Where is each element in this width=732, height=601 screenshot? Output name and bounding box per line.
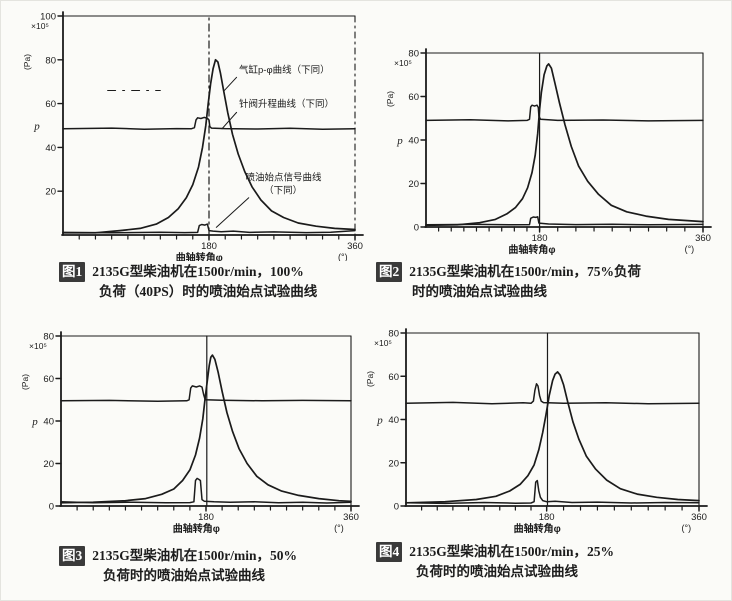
svg-text:40: 40 [408, 136, 419, 147]
svg-text:×10⁵: ×10⁵ [374, 338, 392, 348]
svg-text:360: 360 [343, 512, 359, 523]
svg-text:60: 60 [45, 99, 56, 110]
svg-text:0: 0 [414, 223, 419, 234]
svg-text:气缸p-φ曲线（下同）: 气缸p-φ曲线（下同） [239, 64, 330, 76]
figure-1-number: 图1 [59, 262, 86, 283]
svg-text:曲轴转角φ: 曲轴转角φ [176, 251, 223, 261]
svg-text:20: 20 [45, 187, 56, 198]
svg-text:×10⁵: ×10⁵ [394, 58, 412, 68]
svg-text:0: 0 [394, 502, 399, 513]
svg-text:40: 40 [45, 143, 56, 154]
figure-4-number: 图4 [376, 542, 403, 563]
series-喷油始点信号曲线 [60, 477, 352, 504]
svg-text:0: 0 [49, 502, 54, 513]
svg-text:60: 60 [408, 92, 419, 103]
svg-text:(Pa): (Pa) [385, 91, 395, 107]
figure-4-plot: 80 60 40 20 0 ×10⁵ (Pa) p 180 360 曲轴转角φ (°) [361, 317, 727, 539]
figure-3-caption-line1: 2135G型柴油机在1500r/min，50% [92, 548, 297, 563]
figure-3-caption: 图3 2135G型柴油机在1500r/min，50% 负荷时的喷油始点试验曲线 [59, 546, 297, 587]
figure-1-plot: 100 80 60 40 20 ×10⁵ (Pa) p 180 360 曲轴转角φ (°) 气缸p-φ曲… [19, 5, 369, 261]
svg-text:p: p [396, 135, 403, 147]
svg-text:180: 180 [198, 512, 214, 523]
figure-2-caption-line1: 2135G型柴油机在1500r/min，75%负荷 [409, 264, 641, 279]
svg-text:曲轴转角φ: 曲轴转角φ [508, 243, 555, 256]
svg-text:60: 60 [43, 374, 54, 385]
figure-4-plot-canvas: 80 60 40 20 0 ×10⁵ (Pa) p 180 360 曲轴转角φ (°) [365, 328, 708, 535]
svg-text:(°): (°) [338, 252, 348, 261]
series-针阀升程曲线 [405, 383, 700, 405]
series-气缸p-φ曲线 [425, 63, 704, 227]
svg-text:40: 40 [388, 415, 399, 426]
figure-4-caption-line2: 负荷时的喷油始点试验曲线 [416, 564, 578, 580]
svg-text:60: 60 [388, 372, 399, 383]
series-喷油始点信号曲线 [425, 216, 704, 226]
figure-3-plot: 80 60 40 20 0 ×10⁵ (Pa) p 180 360 曲轴转角φ (°) [17, 321, 363, 539]
svg-text:360: 360 [347, 241, 363, 252]
svg-text:p: p [33, 121, 40, 133]
figure-2-number: 图2 [376, 262, 403, 283]
svg-text:360: 360 [695, 233, 711, 244]
series-气缸p-φ曲线 [62, 58, 356, 234]
svg-text:80: 80 [408, 49, 419, 60]
svg-text:p: p [31, 416, 38, 428]
svg-text:针阀升程曲线（下同）: 针阀升程曲线（下同） [239, 98, 334, 110]
figure-2-caption: 图2 2135G型柴油机在1500r/min，75%负荷 时的喷油始点试验曲线 [376, 262, 641, 303]
figure-3-plot-canvas: 80 60 40 20 0 ×10⁵ (Pa) p 180 360 曲轴转角φ (°) [20, 331, 360, 535]
svg-text:180: 180 [201, 241, 217, 252]
figure-2-plot-canvas: 80 60 40 20 0 ×10⁵ (Pa) p 180 360 曲轴转角φ (°) [385, 48, 712, 256]
svg-text:（下同）: （下同） [264, 184, 302, 196]
svg-text:80: 80 [388, 329, 399, 340]
svg-text:40: 40 [43, 417, 54, 428]
svg-text:(°): (°) [334, 523, 344, 533]
svg-text:(Pa): (Pa) [365, 371, 375, 387]
figure-3-caption-line2: 负荷时的喷油始点试验曲线 [103, 568, 265, 584]
svg-text:20: 20 [388, 458, 399, 469]
svg-text:360: 360 [691, 512, 707, 523]
series-气缸p-φ曲线 [60, 354, 352, 504]
svg-text:喷油始点信号曲线: 喷油始点信号曲线 [246, 171, 323, 183]
figure-1-caption-line1: 2135G型柴油机在1500r/min，100% [92, 264, 304, 279]
series-针阀升程曲线 [60, 385, 352, 402]
figure-1-caption-line2: 负荷（40PS）时的喷油始点试验曲线 [99, 284, 318, 300]
svg-text:×10⁵: ×10⁵ [29, 341, 47, 351]
svg-text:20: 20 [408, 179, 419, 190]
svg-text:(Pa): (Pa) [20, 374, 30, 390]
svg-text:180: 180 [539, 512, 555, 523]
series-针阀升程曲线 [62, 116, 356, 130]
figure-2-plot: 80 60 40 20 0 ×10⁵ (Pa) p 180 360 曲轴转角φ (°) [381, 39, 729, 263]
svg-text:(Pa): (Pa) [22, 54, 32, 70]
svg-text:(°): (°) [685, 244, 695, 254]
svg-text:80: 80 [45, 55, 56, 66]
svg-text:p: p [376, 415, 383, 427]
svg-text:80: 80 [43, 332, 54, 343]
series-针阀升程曲线 [425, 104, 704, 122]
figure-1-plot-canvas: 100 80 60 40 20 ×10⁵ (Pa) p 180 360 曲轴转角φ (°) 气缸p-φ曲… [22, 11, 364, 261]
figure-2-caption-line2: 时的喷油始点试验曲线 [412, 284, 547, 300]
svg-text:100: 100 [40, 12, 56, 23]
svg-text:180: 180 [532, 233, 548, 244]
series-喷油始点信号曲线 [62, 223, 356, 234]
svg-text:×10⁵: ×10⁵ [31, 21, 49, 31]
svg-text:曲轴转角φ: 曲轴转角φ [514, 522, 561, 535]
series-喷油始点信号曲线 [405, 479, 700, 505]
series-气缸p-φ曲线 [405, 371, 700, 504]
figure-3-number: 图3 [59, 546, 86, 567]
figure-1-caption: 图1 2135G型柴油机在1500r/min，100% 负荷（40PS）时的喷油始… [59, 262, 317, 303]
figure-4-caption-line1: 2135G型柴油机在1500r/min，25% [409, 544, 614, 559]
svg-text:20: 20 [43, 459, 54, 470]
svg-text:曲轴转角φ: 曲轴转角φ [173, 522, 220, 535]
figure-4-caption: 图4 2135G型柴油机在1500r/min，25% 负荷时的喷油始点试验曲线 [376, 542, 614, 583]
svg-text:(°): (°) [682, 523, 692, 533]
